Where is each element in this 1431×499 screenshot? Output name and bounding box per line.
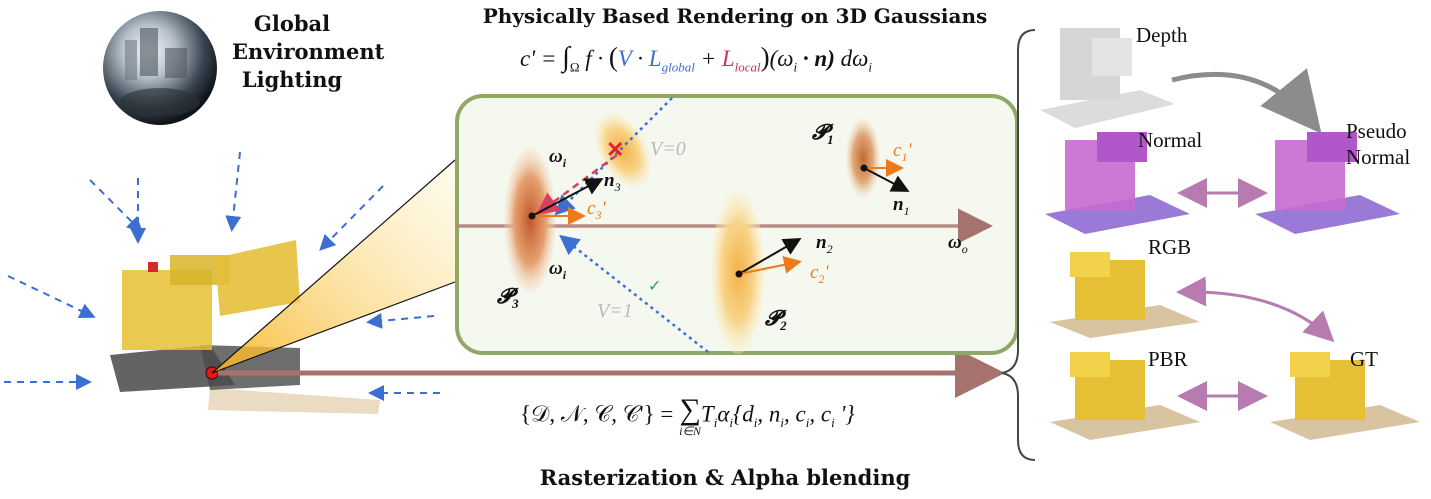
depth-to-pseudo-arrow — [1171, 68, 1322, 134]
label-normal: Normal — [1138, 128, 1203, 152]
lighting-title-line-2: Environment — [232, 39, 385, 64]
blend-sum: ∑ — [679, 393, 701, 426]
label-pbr: PBR — [1148, 347, 1188, 371]
label-p2: 𝓟2 — [765, 306, 787, 334]
label-omega-i-top: ωi — [549, 146, 567, 170]
eq-omega-n: (ω — [769, 46, 794, 71]
eq-llocal: Llocal — [721, 46, 761, 75]
eq-f: f — [585, 46, 592, 71]
label-pseudo-normal: Pseudo Normal — [1346, 118, 1410, 170]
label-c2: c2' — [810, 262, 829, 286]
light-rays — [4, 151, 440, 401]
label-c3: c3' — [587, 198, 606, 222]
render-depth — [1040, 28, 1175, 128]
label-depth: Depth — [1136, 23, 1188, 47]
label-p3: 𝓟3 — [497, 284, 519, 312]
gaussian-p3 — [504, 147, 556, 293]
eq-integral: ∫ — [562, 42, 570, 73]
environment-sphere — [103, 11, 217, 125]
label-p1: 𝓟1 — [812, 120, 834, 148]
label-n1: n1 — [893, 194, 910, 218]
render-pseudo-normal — [1255, 132, 1400, 234]
output-bracket — [1001, 29, 1036, 461]
lighting-title-line-1: Global — [253, 11, 331, 36]
rendering-equation: c' = ∫Ω f · (V · Lglobal + Llocal)(ωi · … — [520, 42, 872, 75]
label-rgb: RGB — [1148, 235, 1192, 259]
rgb-gt-arrow — [1176, 276, 1335, 343]
eq-lglobal: Lglobal — [648, 46, 695, 75]
label-c1: c1' — [893, 140, 912, 164]
label-omega-i-bottom: ωi — [549, 258, 567, 282]
render-normal — [1045, 132, 1190, 234]
eq-v: V — [617, 46, 632, 71]
label-gt: GT — [1350, 347, 1378, 371]
label-n3: n3 — [604, 170, 621, 194]
rasterization-caption: Rasterization & Alpha blending — [539, 465, 911, 490]
blend-lhs: {𝒟, 𝒩, 𝒞, 𝒞'} = — [520, 401, 680, 427]
label-omega-o: ωo — [948, 232, 968, 256]
visible-check: ✓ — [648, 276, 662, 295]
label-n2: n2 — [816, 232, 833, 256]
eq-lhs: c' = — [520, 46, 563, 71]
lighting-title: Global Environment Lighting — [232, 10, 385, 94]
blend-sum-sub: i∈N — [679, 424, 701, 438]
gaussian-p1 — [846, 118, 880, 198]
label-v1: V=1 — [597, 300, 633, 322]
excavator-pointcloud — [110, 240, 380, 414]
gaussian-occluder — [594, 112, 652, 188]
label-v0: V=0 — [650, 138, 686, 160]
occlusion-cross: ✕ — [606, 137, 625, 163]
eq-domain: Ω — [569, 59, 580, 75]
render-gt — [1270, 352, 1420, 440]
render-pbr — [1050, 352, 1200, 440]
pbr-title: Physically Based Rendering on 3D Gaussia… — [482, 4, 988, 28]
label-pseudo-normal-line-1: Pseudo — [1346, 119, 1407, 143]
blending-equation: {𝒟, 𝒩, 𝒞, 𝒞'} = ∑ i∈N Tiαi{di, ni, ci, c… — [520, 393, 855, 438]
label-pseudo-normal-line-2: Normal — [1346, 145, 1411, 169]
lighting-title-line-3: Lighting — [241, 67, 343, 92]
render-rgb — [1050, 252, 1200, 338]
